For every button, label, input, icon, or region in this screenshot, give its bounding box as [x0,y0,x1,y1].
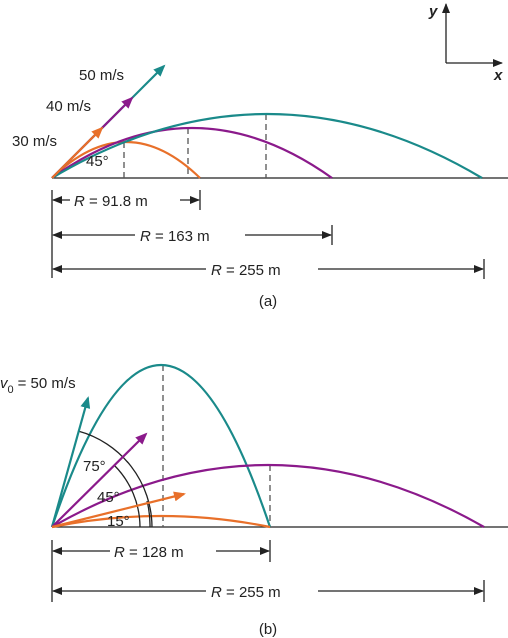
trajectory [51,463,485,528]
range-label: R = 255 m [211,584,281,601]
trajectory [51,514,271,529]
speed-label: 50 m/s [79,67,124,84]
y-label: y [428,3,438,20]
label-part: = 91.8 m [89,193,148,210]
speed-label: 30 m/s [12,133,57,150]
angle-label: 45° [97,489,120,506]
velocity-arrow [51,126,104,179]
trajectory [50,364,272,528]
panel-a: 30 m/s 40 m/s 50 m/s 45° R = 91.8 m R = … [12,64,508,310]
range-label: R = 163 m [140,228,210,245]
label-part: R [114,544,125,561]
label-part: R [211,262,222,279]
label-part: = 163 m [155,228,210,245]
axes-icon: y x [428,3,503,84]
label-part: R [211,584,222,601]
trajectory [51,140,201,179]
angle-label: 45° [86,153,109,170]
label-part: = 50 m/s [18,375,76,392]
label-part: 0 [8,384,14,396]
caption: (b) [259,621,277,638]
label-part: R [74,193,85,210]
x-label: x [493,67,503,84]
caption: (a) [259,293,277,310]
label-part: v [0,375,9,392]
label-part: = 255 m [226,584,281,601]
angle-label: 75° [83,458,106,475]
range-label: R = 91.8 m [74,193,148,210]
label-part: = 128 m [129,544,184,561]
speed-label: 40 m/s [46,98,91,115]
trajectory [51,112,483,179]
speed-label: v0 = 50 m/s [0,375,76,396]
trajectory [51,126,333,179]
velocity-arrow [50,396,91,528]
label-part: = 255 m [226,262,281,279]
angle-label: 15° [107,513,130,530]
velocity-arrow [51,491,186,529]
range-label: R = 255 m [211,262,281,279]
range-label: R = 128 m [114,544,184,561]
velocity-arrow [51,432,148,528]
label-part: R [140,228,151,245]
panel-b: v0 = 50 m/s 75° 45° 15° R = 128 m R = 255… [0,364,508,638]
